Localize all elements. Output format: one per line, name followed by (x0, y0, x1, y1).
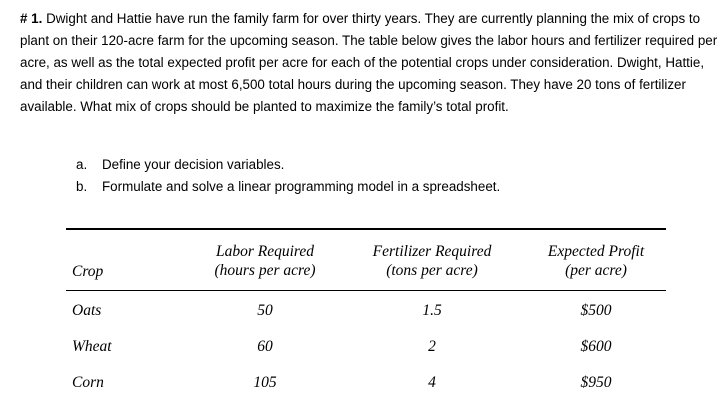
problem-statement: # 1. Dwight and Hattie have run the fami… (20, 8, 720, 118)
cell-labor: 105 (253, 374, 277, 391)
task-letter: a. (76, 157, 88, 172)
task-text: Define your decision variables. (102, 157, 285, 172)
cell-fertilizer: 2 (428, 338, 436, 355)
cell-fertilizer: 1.5 (422, 302, 442, 319)
header-profit-line2: (per acre) (565, 262, 627, 279)
table-row: Corn 105 4 $950 (66, 363, 666, 399)
table-header-row: Crop Labor Required (hours per acre) Fer… (66, 230, 666, 290)
table-row: Wheat 60 2 $600 (66, 327, 666, 363)
cell-crop: Oats (72, 302, 102, 319)
cell-crop: Corn (72, 374, 104, 391)
header-crop: Crop (72, 263, 104, 280)
cell-profit: $500 (580, 302, 612, 319)
cell-labor: 60 (257, 338, 273, 355)
cell-fertilizer: 4 (428, 374, 436, 391)
cell-crop: Wheat (72, 338, 112, 355)
table-row: Oats 50 1.5 $500 (66, 291, 666, 327)
header-profit-line1: Expected Profit (547, 243, 645, 260)
header-profit: Expected Profit (per acre) (526, 242, 666, 280)
header-labor-line1: Labor Required (215, 243, 315, 260)
crop-table: Crop Labor Required (hours per acre) Fer… (66, 228, 666, 399)
task-text: Formulate and solve a linear programming… (102, 179, 501, 194)
cell-labor: 50 (257, 302, 273, 319)
task-list: a. Define your decision variables. b. Fo… (76, 154, 500, 198)
cell-profit: $600 (580, 338, 612, 355)
cell-profit: $950 (580, 374, 612, 391)
problem-text: Dwight and Hattie have run the family fa… (20, 11, 718, 114)
task-item-a: a. Define your decision variables. (76, 154, 500, 176)
header-labor: Labor Required (hours per acre) (190, 242, 340, 280)
table-header-rule (66, 290, 666, 291)
problem-number: # 1. (20, 11, 43, 26)
task-item-b: b. Formulate and solve a linear programm… (76, 176, 500, 198)
header-fertilizer: Fertilizer Required (tons per acre) (352, 242, 512, 280)
table-top-rule (66, 228, 666, 230)
header-labor-line2: (hours per acre) (214, 262, 316, 279)
header-fertilizer-line2: (tons per acre) (386, 262, 478, 279)
task-letter: b. (76, 179, 88, 194)
header-fertilizer-line1: Fertilizer Required (372, 243, 492, 260)
